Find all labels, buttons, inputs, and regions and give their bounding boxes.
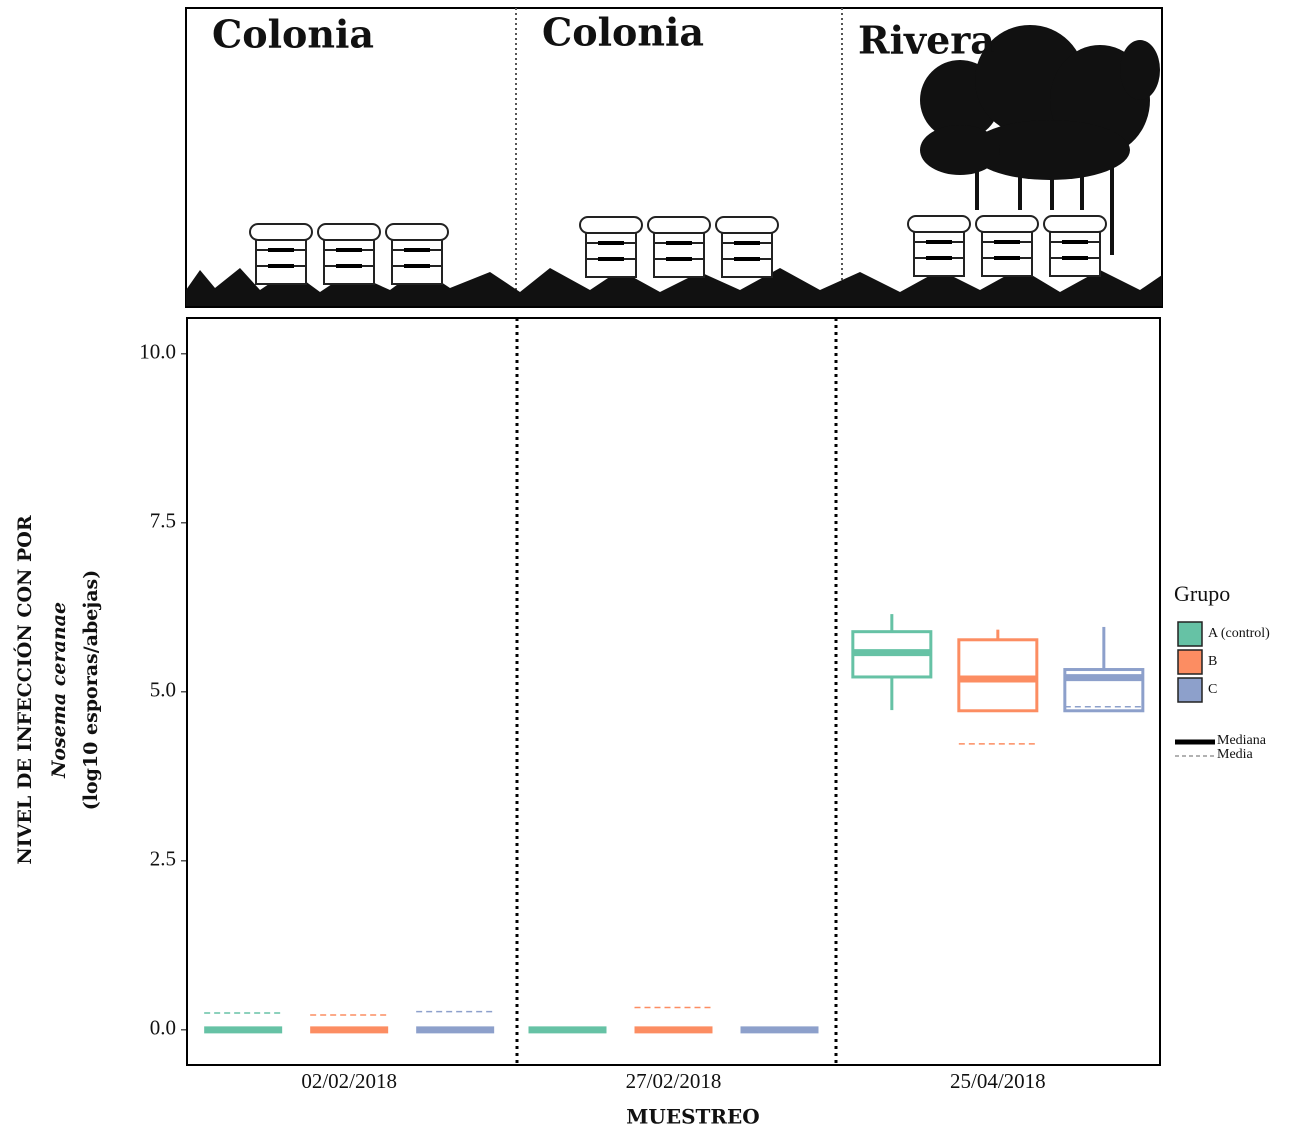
hive [908, 216, 970, 276]
chart: MUESTREO NIVEL DE INFECCIÓN CON POR Nose… [0, 0, 1309, 1137]
hive [976, 216, 1038, 276]
hive [386, 224, 448, 284]
hive [716, 217, 778, 277]
hive-body [324, 236, 374, 284]
y-tick-label: 2.5 [150, 847, 176, 871]
y-tick-label: 10.0 [139, 340, 176, 364]
x-axis-title: MUESTREO [626, 1105, 759, 1129]
site-label: Rivera [858, 18, 995, 63]
box [204, 1013, 282, 1030]
hive [318, 224, 380, 284]
legend-label: A (control) [1208, 626, 1270, 641]
x-tick-label: 25/04/2018 [950, 1069, 1046, 1093]
legend-key [1178, 622, 1202, 646]
hive-body [722, 229, 772, 277]
legend-key [1178, 678, 1202, 702]
hive [648, 217, 710, 277]
hive-body [392, 236, 442, 284]
box [959, 630, 1037, 744]
y-tick-label: 0.0 [150, 1016, 176, 1040]
legend-label: Media [1217, 747, 1254, 762]
hive-roof [908, 216, 970, 232]
site-label: Colonia [542, 10, 704, 55]
plot-frame [187, 318, 1160, 1065]
box [416, 1012, 494, 1030]
hive-roof [716, 217, 778, 233]
y-axis-title: NIVEL DE INFECCIÓN CON POR [13, 515, 36, 864]
hive-roof [250, 224, 312, 240]
x-tick-label: 02/02/2018 [301, 1069, 397, 1093]
y-tick-label: 5.0 [150, 678, 176, 702]
box [1065, 627, 1143, 711]
legend-label: Mediana [1217, 733, 1267, 748]
site-label: Colonia [212, 12, 374, 57]
box [853, 614, 931, 710]
legend-key [1178, 650, 1202, 674]
legend-label: C [1208, 682, 1217, 697]
box [310, 1015, 388, 1030]
hive-body [654, 229, 704, 277]
hive-roof [648, 217, 710, 233]
hive-roof [1044, 216, 1106, 232]
y-tick-label: 7.5 [150, 509, 176, 533]
legend-title: Grupo [1174, 581, 1230, 606]
box [635, 1008, 713, 1030]
box-body [959, 640, 1037, 711]
hive-body [982, 228, 1032, 276]
legend-label: B [1208, 654, 1217, 669]
x-tick-label: 27/02/2018 [626, 1069, 722, 1093]
hive-roof [580, 217, 642, 233]
hive [250, 224, 312, 284]
hive [580, 217, 642, 277]
y-axis-title: (log10 esporas/abejas) [80, 570, 102, 810]
hive-body [586, 229, 636, 277]
hive-body [1050, 228, 1100, 276]
hive [1044, 216, 1106, 276]
hive-body [256, 236, 306, 284]
hive-body [914, 228, 964, 276]
hive-roof [318, 224, 380, 240]
y-axis-title: Nosema ceranae [48, 602, 70, 779]
hive-roof [386, 224, 448, 240]
hive-roof [976, 216, 1038, 232]
